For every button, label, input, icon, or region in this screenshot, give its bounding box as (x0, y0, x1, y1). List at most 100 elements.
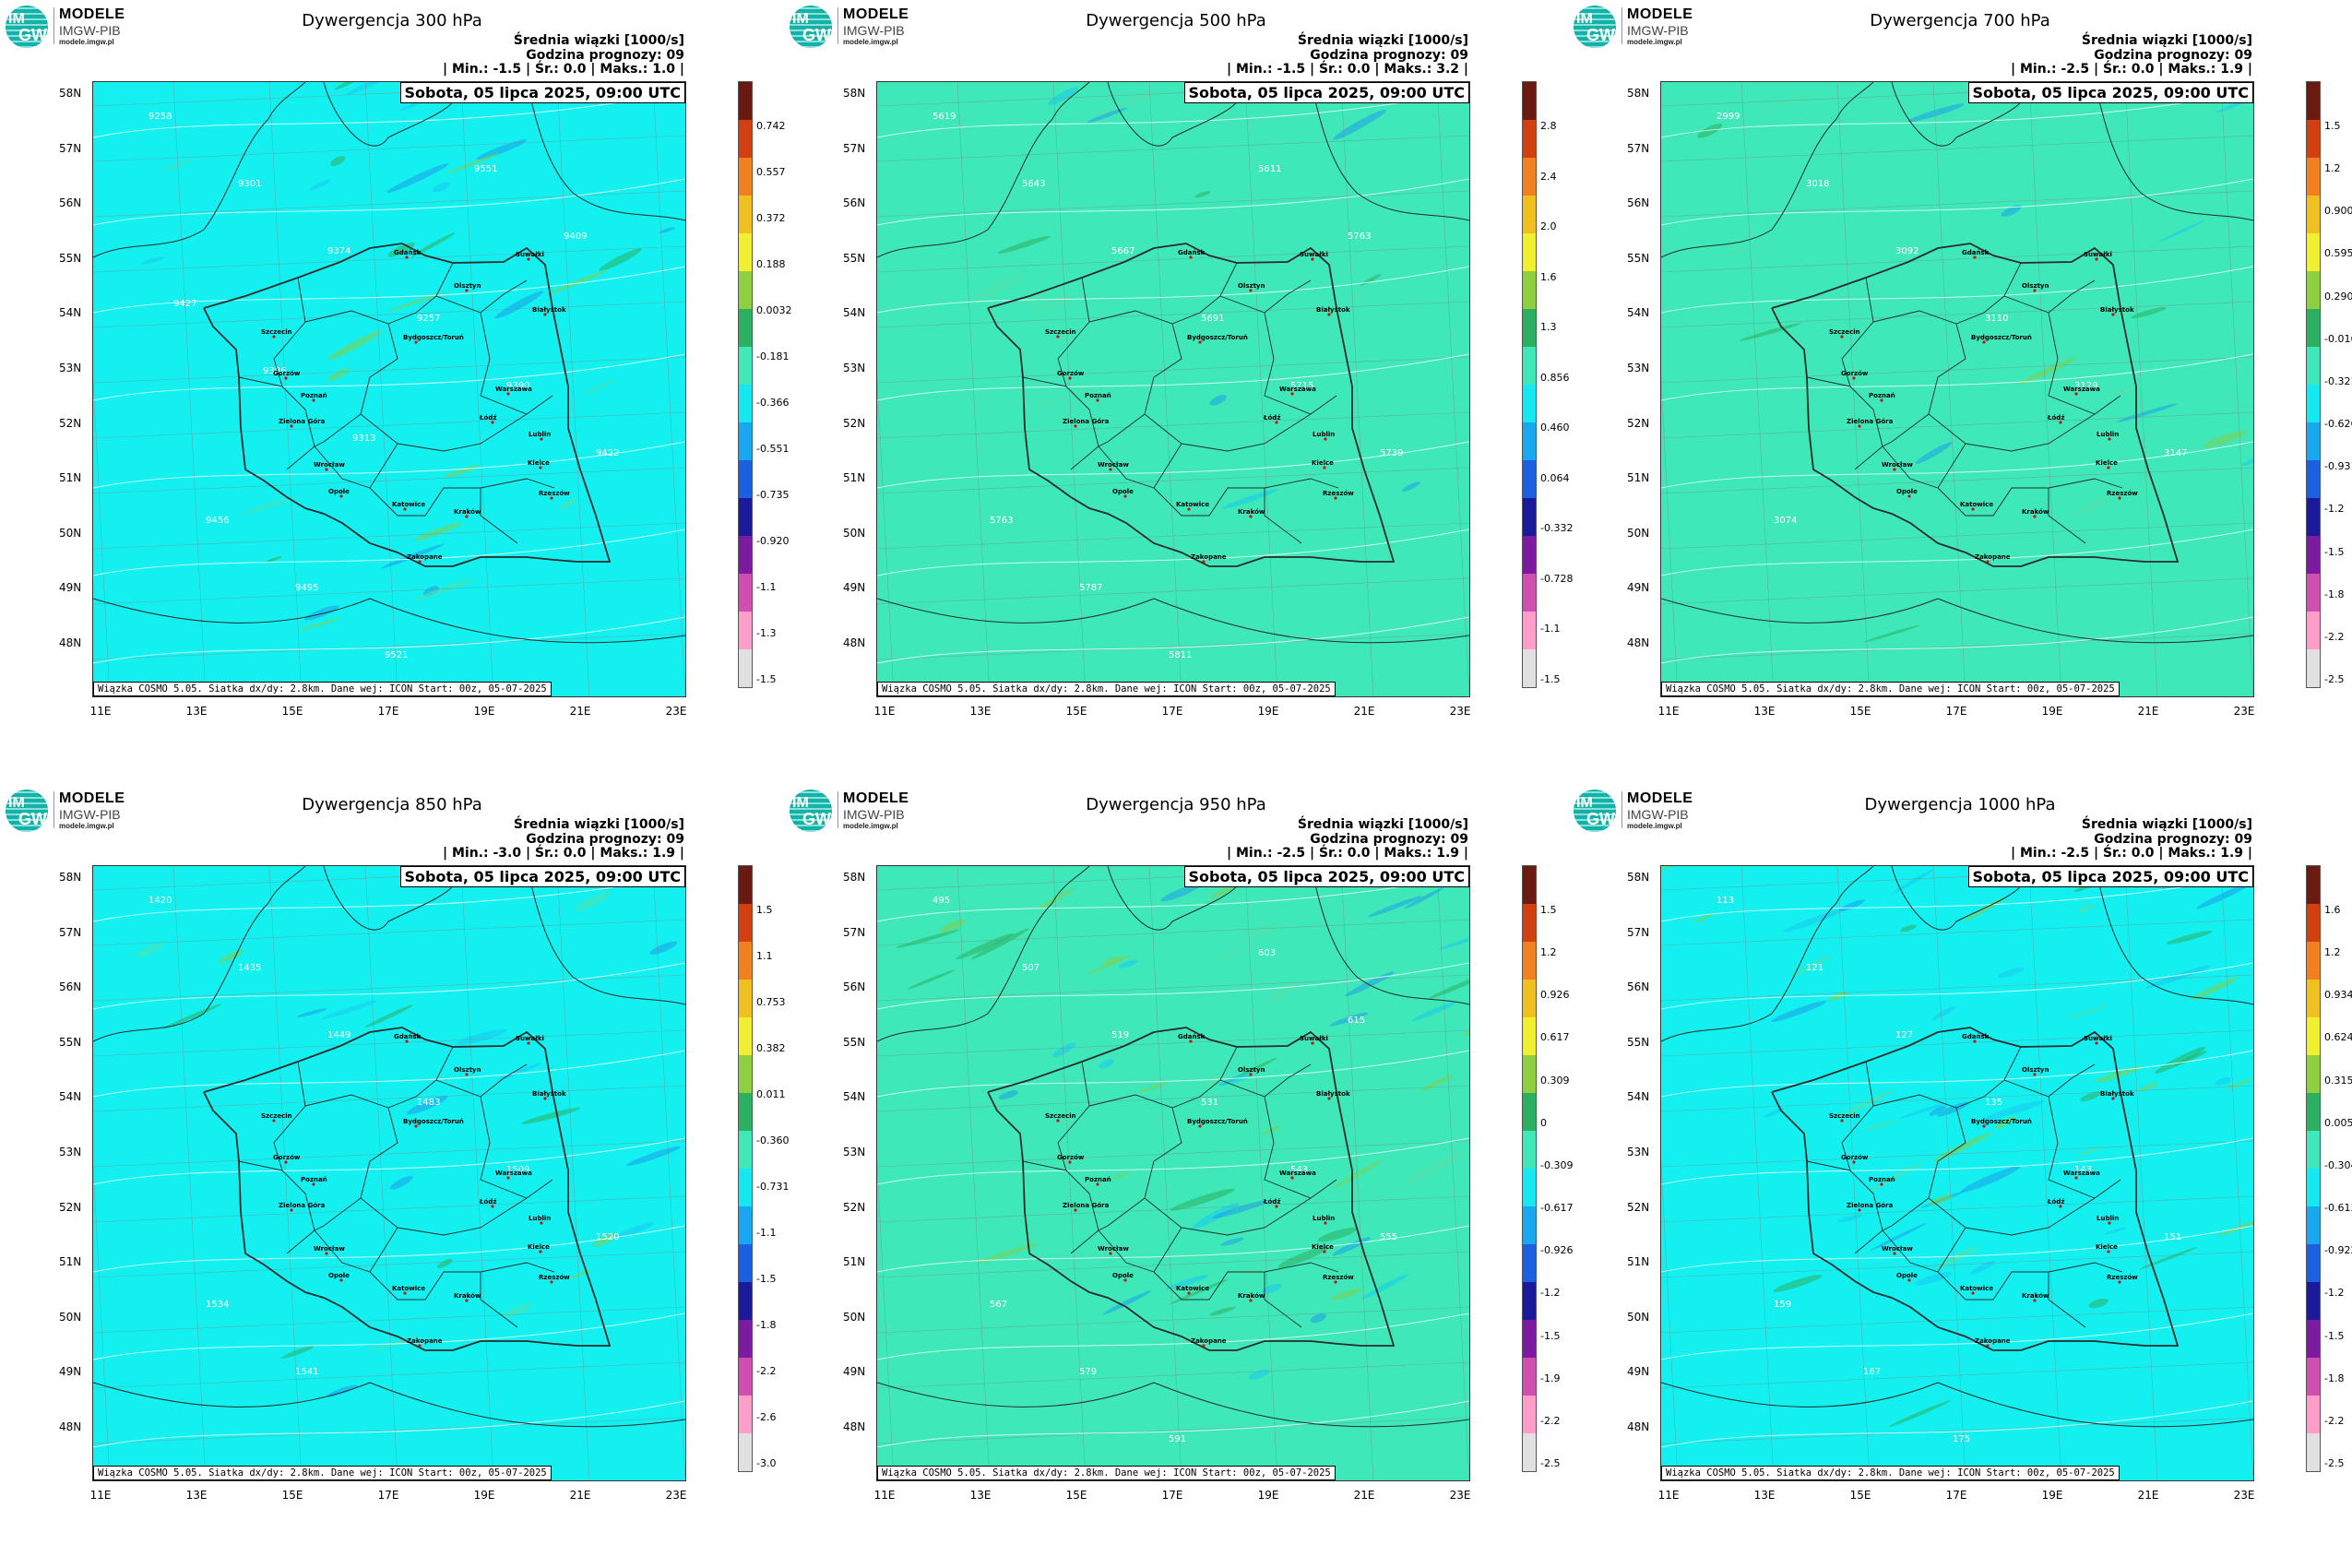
city-label: Poznań (1085, 392, 1111, 399)
latitude-label: 56N (1627, 196, 1650, 210)
voivodeship-border (1022, 1061, 1090, 1171)
field-streak (406, 1095, 448, 1115)
colorbar-segment (1523, 1093, 1536, 1131)
logo-mark-bottom: GW (1586, 26, 1615, 44)
field-streak (2064, 1004, 2108, 1020)
colorbar-segment (739, 422, 752, 460)
logo-divider (53, 7, 54, 44)
city-marker (550, 496, 553, 500)
latitude-label: 53N (59, 1146, 82, 1158)
voivodeship-border (480, 1272, 518, 1328)
field-streak (521, 1107, 580, 1124)
contour-label: 591 (1169, 1434, 1186, 1444)
colorbar-tick-label: -1.2 (1540, 1287, 1561, 1300)
city-marker (272, 335, 276, 339)
contour-label: 1541 (295, 1367, 318, 1377)
colorbar-tick-label: 0.372 (756, 212, 786, 224)
logo-mark-bottom: GW (802, 810, 831, 828)
valid-date: Sobota, 05 lipca 2025, 09:00 UTC (1183, 82, 1469, 103)
contour-label: 5619 (932, 112, 956, 122)
voivodeship-border (1065, 1170, 1099, 1254)
divergence-field: 113 121 127 135 143 151 159 167 175 Gdańsk Suwałki… (1661, 866, 2253, 1480)
longitude-label: 17E (377, 705, 399, 718)
panel-title: Dywergencja 950 hPa (1086, 795, 1266, 814)
field-streak (2131, 306, 2167, 319)
colorbar-tick-label: 0.011 (756, 1088, 786, 1100)
field-streak (1118, 959, 1138, 968)
longitude-label: 19E (2041, 705, 2063, 718)
field-streak (330, 155, 346, 167)
colorbar-tick-label: -0.304 (2324, 1158, 2352, 1171)
latitude-label: 50N (59, 1310, 82, 1324)
city-marker (290, 1208, 293, 1212)
city-label: Katowice (392, 501, 425, 508)
city-marker (2074, 392, 2078, 396)
field-streak (1719, 241, 1771, 258)
latitude-label: 53N (843, 1146, 866, 1158)
contour-label: 1534 (206, 1300, 229, 1310)
latitude-gridline (1661, 356, 2253, 384)
colorbar-segment (1523, 980, 1536, 1017)
colorbar-segment (739, 196, 752, 233)
city-label: Zielona Góra (1063, 418, 1110, 425)
city-label: Zakopane (1975, 553, 2011, 561)
city-marker (2095, 1041, 2098, 1045)
city-label: Kielce (1312, 459, 1334, 467)
field-streak (2017, 357, 2077, 386)
voivodeship-border (369, 478, 555, 517)
field-streak (1402, 1151, 1466, 1185)
city-label: Białystok (2100, 306, 2134, 314)
voivodeship-border (360, 323, 398, 445)
longitude-label: 15E (1065, 705, 1087, 718)
longitude-gridline (364, 82, 398, 696)
colorbar-tick-label: -0.617 (1540, 1202, 1574, 1215)
contour-label: 127 (1895, 1030, 1913, 1040)
contour-label: 9422 (596, 448, 619, 458)
city-label: Zakopane (407, 1337, 443, 1345)
contour-label: 5691 (1201, 314, 1224, 324)
divergence-field: 2999 3018 3092 3110 3129 3147 3074 Gdańsk Suwałk… (1661, 82, 2253, 696)
voivodeship-border (281, 386, 315, 470)
colorbar-segment (2307, 120, 2320, 158)
city-marker (1290, 392, 1294, 396)
field-streak (1404, 887, 1443, 909)
field-streak (2240, 445, 2253, 467)
longitude-label: 19E (1257, 705, 1279, 718)
colorbar-tick-label: 1.2 (2324, 946, 2341, 959)
colorbar-segment (1523, 82, 1536, 120)
voivodeship-border (1965, 1197, 2096, 1236)
longitude-label: 21E (1353, 1489, 1375, 1502)
contour-line (93, 1400, 685, 1448)
logo-brand: MODELE (843, 6, 909, 22)
colorbar-tick-label: -0.731 (756, 1181, 790, 1193)
city-label: Białystok (1316, 306, 1350, 314)
city-marker (2111, 1097, 2115, 1100)
contour-label: 507 (1022, 963, 1039, 973)
city-marker (543, 313, 547, 316)
field-streak (1094, 89, 1158, 118)
city-marker (1986, 560, 1990, 564)
colorbar-segment (2307, 385, 2320, 422)
city-marker (1096, 398, 1099, 402)
field-streak (1984, 1099, 2045, 1121)
colorbar-tick-label: 1.2 (2324, 162, 2341, 175)
colorbar-segment (2307, 82, 2320, 120)
logo-text: MODELE IMGW-PIB modele.imgw.pl (59, 790, 125, 830)
latitude-gridline (1661, 1361, 2253, 1389)
field-streak (1329, 1012, 1369, 1027)
colorbar-tick-label: 1.5 (756, 904, 773, 916)
latitude-label: 54N (1627, 1090, 1650, 1104)
colorbar-segment (2307, 612, 2320, 649)
colorbar-tick-label: 0.188 (756, 258, 786, 270)
longitude-gridline (1436, 866, 1469, 1480)
contour-label: 3110 (1985, 314, 2008, 324)
colorbar-tick-label: 0.290 (2324, 290, 2352, 303)
colorbar-tick-label: -1.1 (1540, 623, 1561, 636)
colorbar-segment (2307, 574, 2320, 612)
field-streak (626, 1146, 681, 1166)
field-streak (413, 522, 463, 541)
colorbar-segment (2307, 1017, 2320, 1055)
city-label: Białystok (1316, 1090, 1350, 1098)
latitude-label: 48N (843, 636, 866, 649)
field-streak (972, 271, 1029, 302)
